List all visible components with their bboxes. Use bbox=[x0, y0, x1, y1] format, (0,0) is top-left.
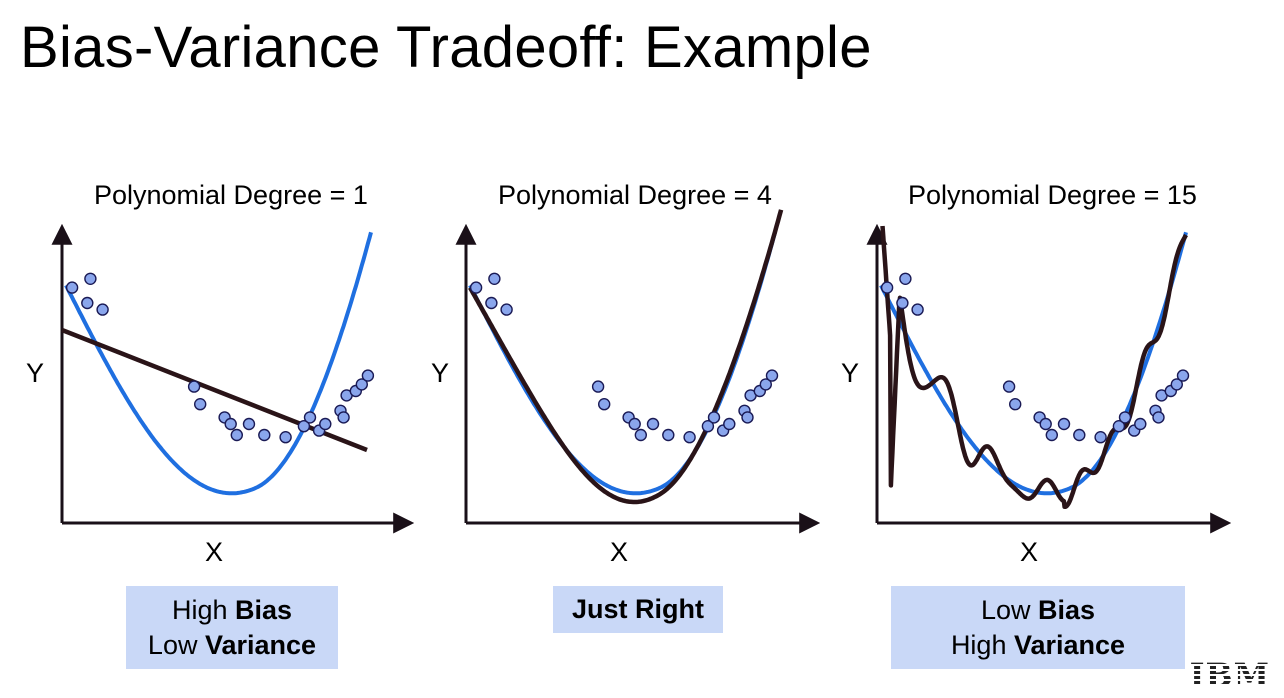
caption-3-line1-bold: Bias bbox=[1038, 594, 1096, 625]
data-point bbox=[896, 296, 909, 310]
panel-3-title: Polynomial Degree = 15 bbox=[908, 180, 1197, 210]
ibm-logo: IBM bbox=[1189, 656, 1270, 694]
caption-1-line1-normal: High bbox=[171, 594, 235, 625]
data-point bbox=[319, 417, 332, 431]
data-point bbox=[279, 431, 292, 444]
caption-1-line1-bold: Bias bbox=[234, 594, 293, 625]
data-point bbox=[303, 411, 317, 424]
data-point bbox=[723, 417, 736, 431]
panel-3-caption: Low Bias High Variance bbox=[891, 586, 1185, 669]
data-point bbox=[1134, 417, 1147, 431]
data-point bbox=[1112, 420, 1126, 433]
data-point bbox=[646, 417, 660, 431]
data-point bbox=[634, 428, 647, 442]
panel-3-ylabel: Y bbox=[841, 358, 860, 388]
data-point bbox=[1002, 380, 1016, 393]
data-point bbox=[591, 380, 605, 393]
true-function-curve bbox=[64, 231, 373, 496]
panel-3-xlabel: X bbox=[1020, 537, 1039, 567]
data-point bbox=[1094, 431, 1107, 444]
data-point bbox=[230, 428, 244, 442]
data-point bbox=[96, 303, 109, 316]
panel-1-caption: High Bias Low Variance bbox=[126, 586, 338, 669]
data-point bbox=[65, 281, 79, 294]
caption-3-line1-normal: Low bbox=[980, 594, 1038, 625]
data-point bbox=[683, 431, 696, 444]
model-fit-curve bbox=[468, 209, 784, 505]
panel-1-xlabel: X bbox=[205, 537, 224, 567]
panel-2-caption: Just Right bbox=[553, 586, 723, 633]
data-point bbox=[880, 281, 894, 294]
data-point bbox=[297, 420, 311, 433]
panel-1-plot bbox=[51, 223, 415, 534]
data-point bbox=[662, 428, 675, 442]
data-point bbox=[187, 380, 201, 393]
panel-2-title: Polynomial Degree = 4 bbox=[498, 180, 772, 210]
data-point bbox=[258, 428, 271, 442]
data-point bbox=[1118, 411, 1132, 424]
true-function-curve bbox=[468, 231, 777, 496]
data-point bbox=[355, 378, 368, 391]
data-point bbox=[81, 296, 94, 310]
data-point bbox=[1057, 417, 1071, 431]
caption-1-line2-bold: Variance bbox=[204, 629, 317, 660]
data-point bbox=[1176, 369, 1190, 382]
caption-3-line2-bold: Variance bbox=[1013, 629, 1126, 660]
data-point bbox=[242, 417, 256, 431]
data-point bbox=[741, 411, 754, 424]
data-point bbox=[1039, 417, 1052, 431]
data-point bbox=[899, 272, 912, 285]
caption-2-bold: Just Right bbox=[572, 594, 704, 624]
data-point bbox=[224, 417, 237, 431]
data-point bbox=[1045, 428, 1059, 442]
panel-2-plot bbox=[455, 209, 821, 534]
caption-3-line2-normal: High bbox=[950, 629, 1014, 660]
model-fit-curve bbox=[880, 225, 1188, 510]
data-point bbox=[469, 281, 483, 294]
panel-1-title: Polynomial Degree = 1 bbox=[94, 180, 368, 210]
data-point bbox=[759, 378, 772, 391]
data-point bbox=[598, 398, 611, 411]
data-point bbox=[193, 398, 207, 411]
panel-1-ylabel: Y bbox=[26, 358, 45, 388]
data-point bbox=[1152, 411, 1165, 424]
data-point bbox=[911, 303, 924, 316]
data-point bbox=[628, 417, 641, 431]
data-point bbox=[701, 420, 715, 433]
panel-2-ylabel: Y bbox=[431, 358, 450, 388]
data-point bbox=[765, 369, 779, 382]
slide-title: Bias-Variance Tradeoff: Example bbox=[20, 15, 872, 80]
panel-3-plot bbox=[866, 223, 1232, 534]
panel-2-xlabel: X bbox=[610, 537, 629, 567]
data-point bbox=[84, 272, 97, 285]
data-point bbox=[488, 272, 501, 285]
caption-1-line2-normal: Low bbox=[147, 629, 205, 660]
data-point bbox=[1009, 398, 1022, 411]
data-point bbox=[1170, 378, 1184, 391]
data-point bbox=[1073, 428, 1086, 442]
data-point bbox=[485, 296, 498, 310]
data-point bbox=[707, 411, 721, 424]
data-point bbox=[500, 303, 513, 316]
data-point bbox=[361, 369, 375, 382]
data-point bbox=[337, 411, 350, 424]
